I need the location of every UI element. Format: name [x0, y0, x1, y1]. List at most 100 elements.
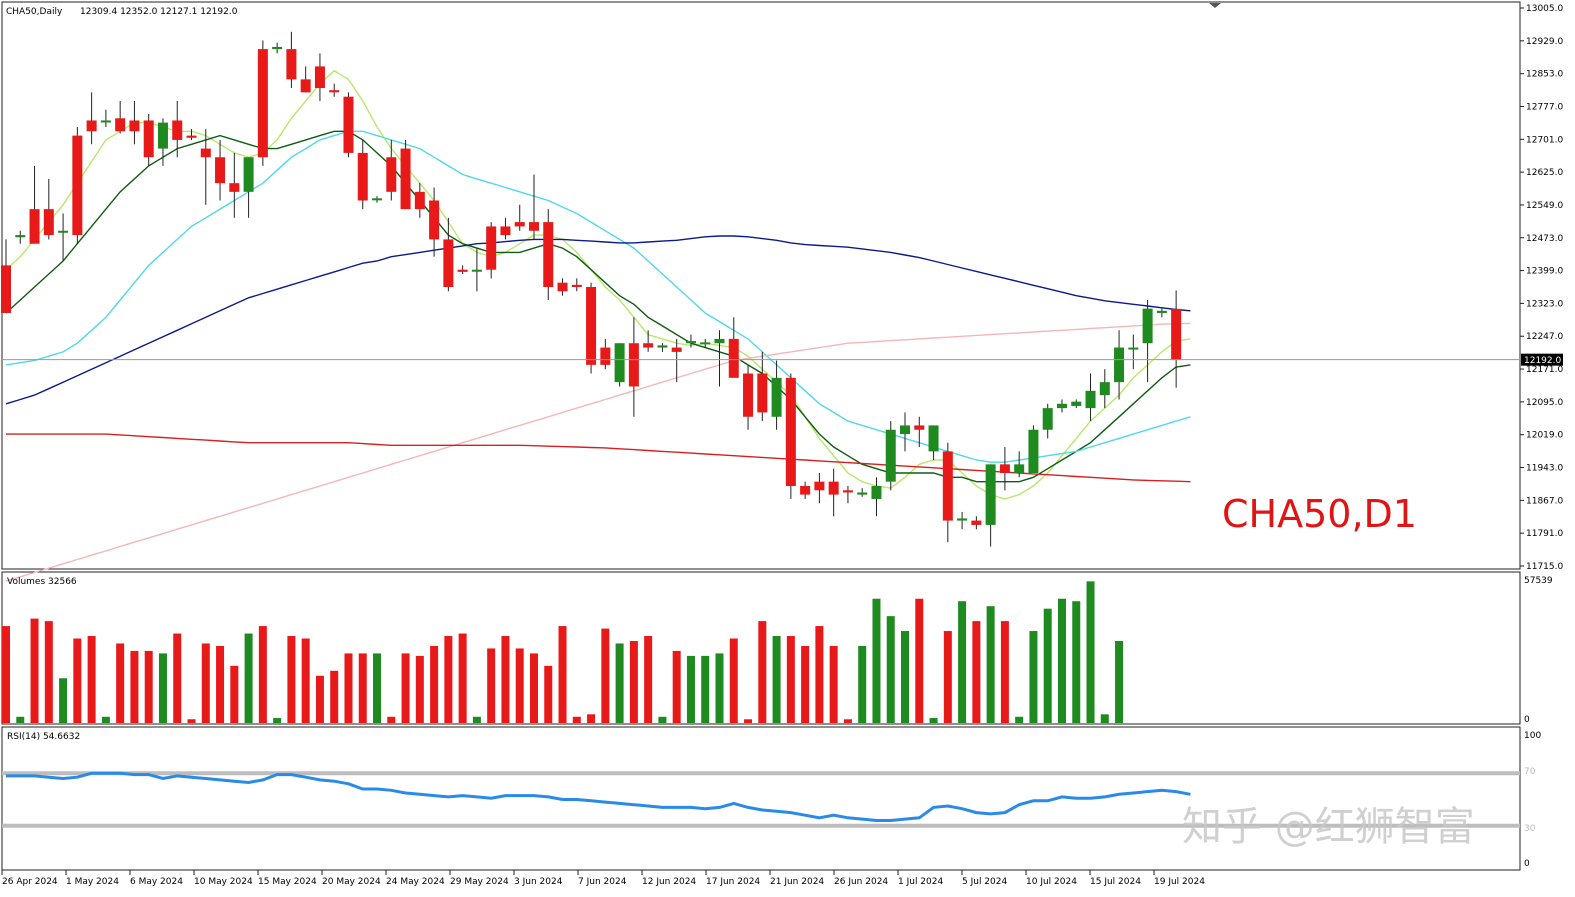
candle-body [928, 425, 939, 452]
candle-body [914, 425, 925, 430]
ohlc-readout: 12309.4 12352.0 12127.1 12192.0 [80, 7, 238, 17]
candle-body [215, 157, 226, 184]
rsi-axis-30: 30 [1524, 824, 1536, 834]
volume-bar [1072, 601, 1081, 723]
time-tick-label: 15 Jul 2024 [1090, 877, 1141, 887]
candle-body [115, 118, 126, 132]
candle-body [628, 343, 639, 387]
volume-bar [544, 665, 553, 723]
candle-body [229, 183, 240, 192]
candle-body [885, 429, 896, 482]
candle-body [571, 284, 582, 287]
volume-bar [843, 719, 852, 723]
volume-bar [886, 616, 895, 723]
candle-body [543, 222, 554, 287]
rsi-line [6, 771, 1191, 822]
time-axis: 26 Apr 2024 1 May 2024 6 May 2024 10 May 20… [1, 870, 1205, 887]
candle-body [58, 230, 69, 233]
volume-bar [1029, 631, 1038, 723]
volume-bar [1115, 640, 1124, 723]
price-tick-label: 11715.0 [1526, 562, 1563, 572]
price-tick-label: 12853.0 [1526, 70, 1563, 80]
candle-body [857, 492, 868, 495]
volume-bar [373, 653, 382, 723]
price-tick-label: 12701.0 [1526, 135, 1563, 145]
candle-body [1056, 403, 1067, 409]
time-tick-label: 20 May 2024 [322, 877, 381, 887]
volume-bar [1100, 714, 1109, 723]
volume-bar [1000, 621, 1009, 723]
volume-bar [729, 638, 738, 723]
time-tick-label: 21 Jun 2024 [770, 877, 824, 887]
watermark-text: 知乎 @红狮智富 [1182, 804, 1475, 850]
volume-bar [572, 716, 581, 723]
volume-bar [244, 633, 253, 723]
current-price-label: 12192.0 [1524, 356, 1561, 366]
candle-body [143, 120, 154, 158]
volume-bar [30, 618, 39, 723]
chart-symbol-label: CHA50,Daily [6, 7, 63, 17]
time-tick-label: 10 May 2024 [194, 877, 253, 887]
volume-bar [158, 653, 167, 723]
volume-bar [901, 631, 910, 723]
candle-body [657, 345, 668, 348]
volume-bar [87, 636, 96, 723]
moving-average-line [5, 235, 1191, 405]
candle-body [586, 287, 597, 365]
volume-bar [216, 645, 225, 723]
candlesticks [1, 31, 1182, 547]
price-tick-label: 11791.0 [1526, 529, 1563, 539]
price-tick-label: 12549.0 [1526, 201, 1563, 211]
candle-body [1156, 310, 1167, 313]
candle-body [643, 343, 654, 348]
volume-bar [173, 633, 182, 723]
time-tick-label: 6 May 2024 [130, 877, 183, 887]
candle-body [100, 120, 111, 123]
volume-bar [658, 716, 667, 723]
candle-body [1099, 382, 1110, 396]
candle-body [900, 425, 911, 435]
volume-bar [144, 650, 153, 723]
volume-bar [958, 601, 967, 723]
volume-bar [701, 655, 710, 723]
candle-body [528, 222, 539, 231]
volume-bar [829, 645, 838, 723]
candle-body [172, 120, 183, 140]
candle-body [157, 122, 168, 149]
volume-bar [986, 606, 995, 723]
volume-bar [758, 621, 767, 723]
candle-body [1071, 401, 1082, 406]
volume-bar [943, 631, 952, 723]
volume-bar [430, 645, 439, 723]
time-tick-label: 7 Jun 2024 [578, 877, 627, 887]
chart-shift-marker-icon[interactable] [1209, 3, 1221, 8]
price-tick-label: 12625.0 [1526, 168, 1563, 178]
volume-bar [772, 636, 781, 723]
candle-body [186, 135, 197, 138]
candle-body [243, 157, 254, 192]
volume-bar [629, 640, 638, 723]
volume-bar [715, 653, 724, 723]
time-tick-label: 17 Jun 2024 [706, 877, 760, 887]
time-tick-label: 26 Jun 2024 [834, 877, 888, 887]
candle-body [842, 490, 853, 493]
volume-bar [230, 665, 239, 723]
candle-body [985, 464, 996, 525]
volume-bar [130, 650, 139, 723]
candle-body [1, 265, 11, 313]
candle-body [257, 49, 268, 158]
price-tick-label: 12019.0 [1526, 431, 1563, 441]
volume-bar [487, 648, 496, 723]
rsi-label: RSI(14) 54.6632 [7, 732, 80, 742]
time-tick-label: 29 May 2024 [450, 877, 509, 887]
volume-bar [1043, 608, 1052, 723]
volume-bars [2, 581, 1124, 723]
volume-bar [59, 678, 68, 723]
volume-bar [273, 718, 282, 723]
volume-bar [1086, 581, 1095, 723]
candle-body [1128, 347, 1139, 350]
price-tick-label: 11867.0 [1526, 496, 1563, 506]
candle-body [614, 343, 625, 383]
candle-body [600, 347, 611, 365]
